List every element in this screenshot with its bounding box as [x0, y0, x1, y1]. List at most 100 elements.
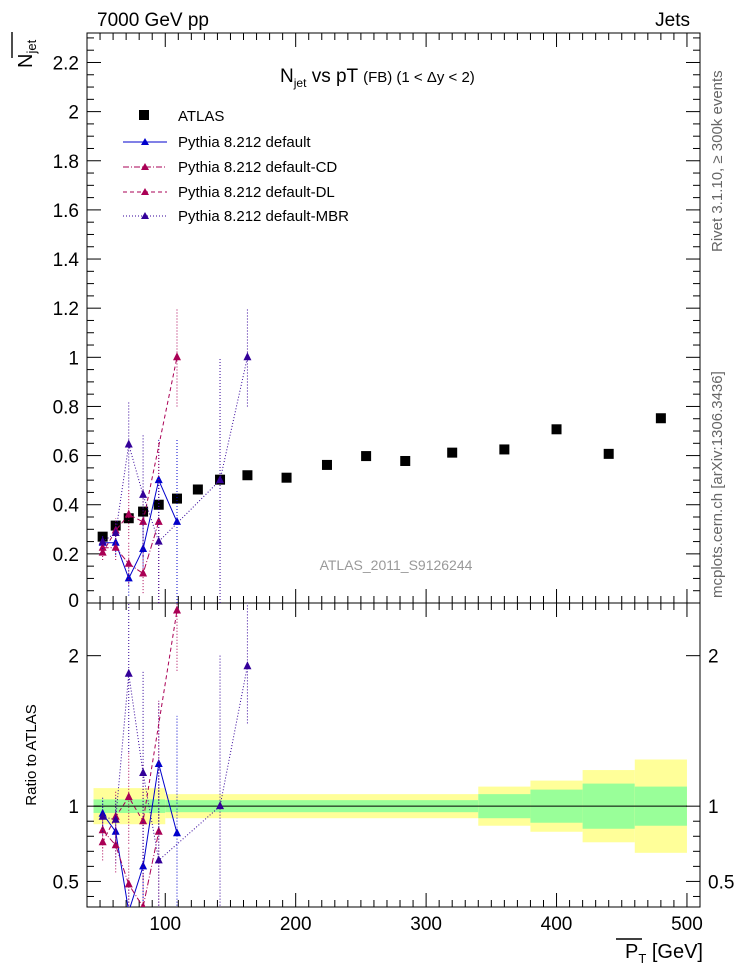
y-tick-label: 1.6	[53, 201, 79, 222]
atlas-point	[655, 413, 666, 424]
y-tick-label-zero: 0	[68, 591, 79, 612]
atlas-point	[499, 444, 510, 455]
pythia-8-212-default-mbr-point	[154, 536, 163, 545]
y-tick-label: 0.8	[53, 397, 79, 418]
atlas-point	[400, 455, 411, 466]
pythia-8-212-default-cd-point	[139, 568, 148, 577]
y-tick-label: 1.2	[53, 299, 79, 320]
ratio-pythia-8-212-default-cd-point	[140, 902, 146, 907]
atlas-point	[281, 472, 292, 483]
y-tick-label: 1.8	[53, 152, 79, 173]
legend-label-cd: Pythia 8.212 default-CD	[178, 159, 337, 176]
atlas-point	[138, 506, 149, 517]
x-tick-label: 100	[149, 914, 181, 935]
atlas-point	[242, 470, 253, 481]
legend-entry-cd: Pythia 8.212 default-CD	[123, 159, 337, 176]
ratio-pythia-8-212-default-cd-point	[111, 840, 120, 849]
ratio-y-tick-label: 1	[68, 797, 79, 818]
legend-entry-mbr: Pythia 8.212 default-MBR	[123, 208, 349, 225]
ratio-pythia-8-212-default-cd-point	[154, 826, 163, 835]
atlas-point	[123, 513, 134, 524]
legend-entry-dl: Pythia 8.212 default-DL	[123, 184, 335, 201]
pythia-8-212-default-cd-point	[154, 516, 163, 525]
ratio-pythia-8-212-default-cd-point	[98, 825, 107, 834]
pythia-8-212-default-cd-point	[124, 558, 133, 567]
y-tick-label: 0.2	[53, 545, 79, 566]
ratio-pythia-8-212-default-dl-point	[172, 605, 181, 614]
ratio-pythia-8-212-default-cd-line	[102, 829, 160, 907]
ratio-y-tick-label: 0.5	[53, 872, 79, 893]
analysis-id-watermark: ATLAS_2011_S9126244	[320, 557, 473, 573]
y-tick-label: 1	[68, 348, 79, 369]
ratio-plot-frame	[86, 602, 701, 908]
ratio-pythia-8-212-default-mbr-point	[154, 855, 163, 864]
main-plot-title: Njet vs pT (FB) (1 < Δy < 2)	[280, 66, 475, 90]
legend-label-dl: Pythia 8.212 default-DL	[178, 184, 335, 201]
y-tick-label: 1.4	[53, 250, 80, 271]
x-tick-label: 500	[671, 914, 703, 935]
pythia-8-212-default-dl-point	[172, 352, 181, 361]
pythia-8-212-default-dl-point	[124, 509, 133, 518]
pythia-8-212-default-mbr-point	[243, 352, 252, 361]
ratio-pythia-8-212-default-mbr-point	[111, 814, 120, 823]
ratio-pythia-8-212-default-dl-point	[98, 837, 107, 846]
rivet-label: Rivet 3.1.10, ≥ 300k events	[709, 70, 726, 252]
atlas-point	[192, 484, 203, 495]
x-tick-label: 300	[410, 914, 442, 935]
header-energy-label: 7000 GeV pp	[97, 10, 209, 31]
legend-label-mbr: Pythia 8.212 default-MBR	[178, 208, 349, 225]
ratio-y-tick-label: 2	[68, 647, 79, 668]
ratio-pythia-8-212-default-point	[139, 861, 148, 870]
legend-label-atlas: ATLAS	[178, 108, 224, 125]
atlas-point	[603, 448, 614, 459]
pythia-8-212-default-mbr-point	[98, 536, 107, 545]
ratio-pythia-8-212-default-point	[111, 826, 120, 835]
legend-label-default: Pythia 8.212 default	[178, 134, 311, 151]
atlas-point	[551, 424, 562, 435]
y-tick-label: 2.2	[53, 53, 79, 74]
pythia-8-212-default-dl-point	[139, 516, 148, 525]
pythia-8-212-default-mbr-point	[111, 527, 120, 536]
ratio-pythia-8-212-default-point	[172, 828, 181, 837]
pythia-8-212-default-dl-point	[98, 547, 107, 556]
legend-entry-atlas: ATLAS	[139, 108, 224, 125]
pythia-8-212-default-point	[124, 573, 133, 582]
pythia-8-212-default-dl-line	[102, 357, 178, 553]
x-tick-label: 400	[541, 914, 573, 935]
ratio-pythia-8-212-default-cd-point	[124, 879, 133, 888]
y-tick-label: 0.4	[53, 496, 80, 517]
ratio-pythia-8-212-default-line	[102, 763, 178, 907]
y-tick-label: 0.6	[53, 447, 79, 468]
ratio-y-tick-label-right: 1	[708, 797, 719, 818]
pythia-8-212-default-mbr-point	[216, 475, 225, 484]
atlas-point	[321, 459, 332, 470]
ratio-pythia-8-212-default-mbr-point	[243, 661, 252, 670]
x-tick-label: 200	[280, 914, 312, 935]
ratio-y-tick-label-right: 2	[708, 647, 719, 668]
ratio-pythia-8-212-default-mbr-point	[139, 768, 148, 777]
pythia-8-212-default-mbr-point	[124, 439, 133, 448]
ratio-pythia-8-212-default-dl-point	[139, 816, 148, 825]
pythia-8-212-default-cd-point	[98, 542, 107, 551]
pythia-8-212-default-point	[139, 543, 148, 552]
y-tick-label: 2	[68, 103, 79, 124]
atlas-point	[153, 499, 164, 510]
ratio-pythia-8-212-default-mbr-line	[102, 666, 248, 862]
header-category-label: Jets	[655, 10, 690, 31]
svg-text:Njet: Njet	[15, 39, 39, 68]
atlas-point	[447, 447, 458, 458]
ratio-pythia-8-212-default-point	[128, 906, 129, 907]
atlas-point	[171, 493, 182, 504]
atlas-point	[361, 451, 372, 462]
pythia-8-212-default-cd-point	[111, 542, 120, 551]
mcplots-label: mcplots.cern.ch [arXiv:1306.3436]	[709, 371, 726, 598]
legend-entry-default: Pythia 8.212 default	[123, 134, 311, 151]
main-y-axis-label: Njet	[11, 32, 39, 68]
ratio-pythia-8-212-default-point	[154, 759, 163, 768]
ratio-y-axis-label: Ratio to ATLAS	[23, 704, 40, 805]
pythia-8-212-default-mbr-point	[139, 489, 148, 498]
svg-text:PT [GeV]: PT [GeV]	[625, 941, 703, 966]
pythia-8-212-default-point	[172, 516, 181, 525]
ratio-pythia-8-212-default-mbr-point	[216, 801, 225, 810]
ratio-pythia-8-212-default-mbr-point	[124, 668, 133, 677]
